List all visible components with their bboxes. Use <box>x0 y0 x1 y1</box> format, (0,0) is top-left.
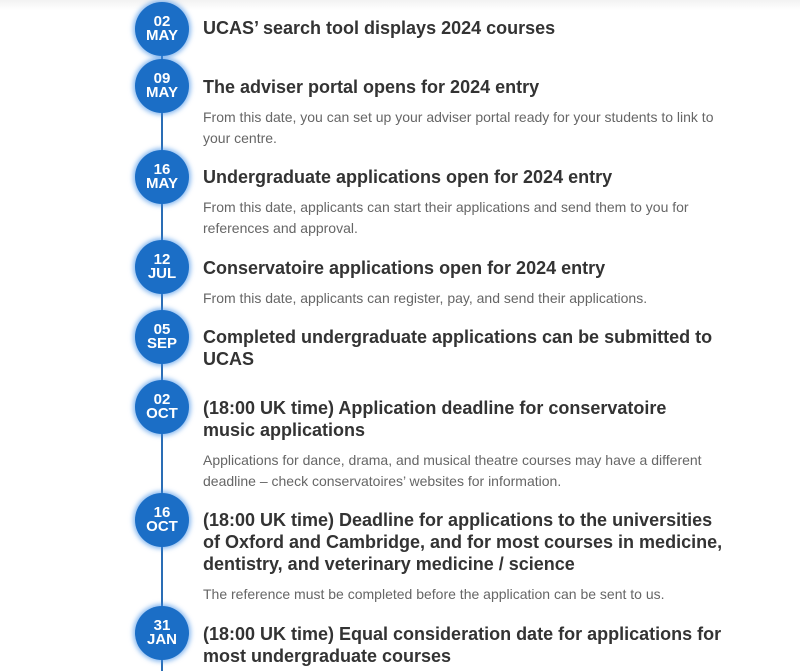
date-day: 12 <box>153 251 171 268</box>
date-month: JUL <box>147 265 177 282</box>
date-badge: 16 MAY <box>135 150 189 204</box>
date-badge: 02 MAY <box>135 2 189 56</box>
date-badge: 09 MAY <box>135 59 189 113</box>
date-badge: 02 OCT <box>135 380 189 434</box>
item-title: UCAS’ search tool displays 2024 courses <box>203 18 556 38</box>
date-month: MAY <box>146 175 178 192</box>
date-month: SEP <box>146 335 177 352</box>
date-month: MAY <box>146 84 178 101</box>
date-day: 31 <box>153 617 171 634</box>
item-title: Conservatoire applications open for 2024… <box>203 258 606 278</box>
item-title: (18:00 UK time) Deadline for application… <box>203 510 723 574</box>
top-shadow <box>0 0 800 10</box>
date-day: 16 <box>153 504 171 521</box>
date-day: 02 <box>153 391 171 408</box>
item-description: From this date, applicants can register,… <box>203 290 648 306</box>
date-month: JAN <box>146 631 177 648</box>
date-month: MAY <box>146 27 178 44</box>
item-description: From this date, applicants can start the… <box>203 199 689 236</box>
item-description: The reference must be completed before t… <box>203 586 665 602</box>
item-description: From this date, you can set up your advi… <box>203 109 714 146</box>
item-title: (18:00 UK time) Equal consideration date… <box>203 624 722 666</box>
item-title: The adviser portal opens for 2024 entry <box>203 77 540 97</box>
date-day: 16 <box>153 161 171 178</box>
item-title: Completed undergraduate applications can… <box>203 327 713 369</box>
date-badge: 12 JUL <box>135 240 189 294</box>
date-badge: 31 JAN <box>135 606 189 660</box>
date-month: OCT <box>146 518 178 535</box>
date-day: 05 <box>153 321 171 338</box>
date-month: OCT <box>146 405 178 422</box>
item-description: Applications for dance, drama, and music… <box>203 452 702 489</box>
date-badge: 16 OCT <box>135 493 189 547</box>
item-title: Undergraduate applications open for 2024… <box>203 167 613 187</box>
date-day: 02 <box>153 13 171 30</box>
date-day: 09 <box>153 70 171 87</box>
item-title: (18:00 UK time) Application deadline for… <box>203 398 667 440</box>
date-badge: 05 SEP <box>135 310 189 364</box>
